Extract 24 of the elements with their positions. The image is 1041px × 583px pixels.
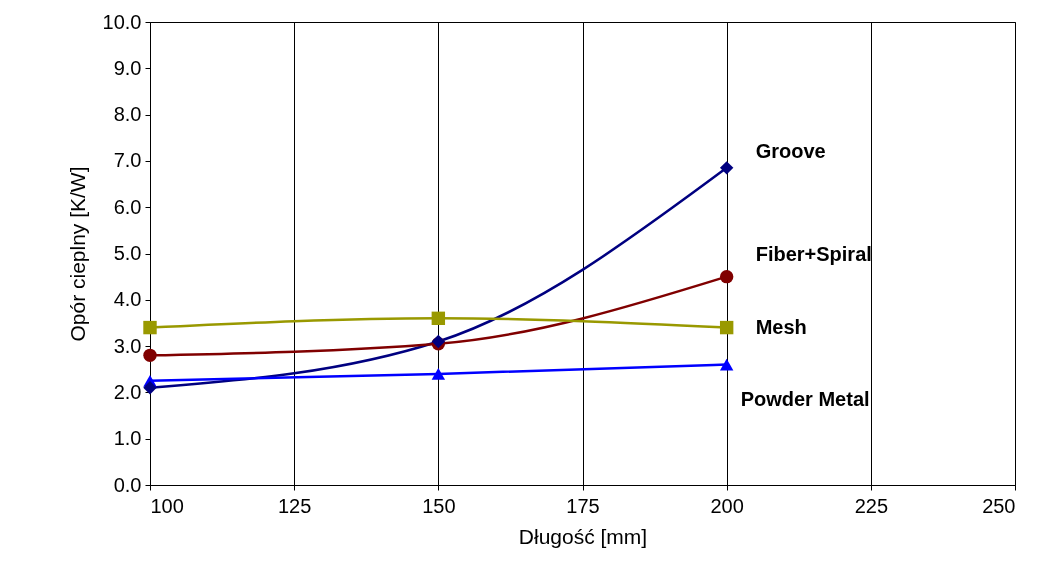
series-label: Powder Metal bbox=[740, 387, 870, 410]
y-tick-label: 10.0 bbox=[102, 10, 142, 33]
x-tick-label: 225 bbox=[854, 494, 889, 517]
y-tick-label: 4.0 bbox=[113, 288, 142, 311]
y-tick-label: 3.0 bbox=[113, 334, 142, 357]
x-tick-label: 200 bbox=[710, 494, 744, 517]
series-label: Mesh bbox=[755, 315, 807, 338]
series-label: Groove bbox=[755, 139, 826, 162]
y-tick-label: 6.0 bbox=[113, 195, 142, 218]
x-tick-label: 150 bbox=[422, 494, 456, 517]
y-tick-label: 8.0 bbox=[113, 103, 142, 126]
y-tick-label: 7.0 bbox=[113, 149, 142, 172]
y-tick-label: 9.0 bbox=[113, 56, 142, 79]
y-tick-label: 0.0 bbox=[113, 473, 142, 496]
series-label: Fiber+Spiral bbox=[755, 242, 872, 265]
y-tick-label: 2.0 bbox=[113, 380, 142, 403]
y-tick-label: 5.0 bbox=[113, 242, 142, 264]
x-tick-label: 250 bbox=[982, 494, 1016, 517]
y-axis-title: Opór cieplny [K/W] bbox=[65, 166, 89, 342]
x-tick-label: 125 bbox=[277, 494, 312, 517]
x-tick-label: 100 bbox=[150, 494, 184, 517]
x-axis-title: Długość [mm] bbox=[518, 524, 648, 548]
x-tick-label: 175 bbox=[566, 494, 600, 517]
y-tick-label: 1.0 bbox=[113, 427, 142, 450]
